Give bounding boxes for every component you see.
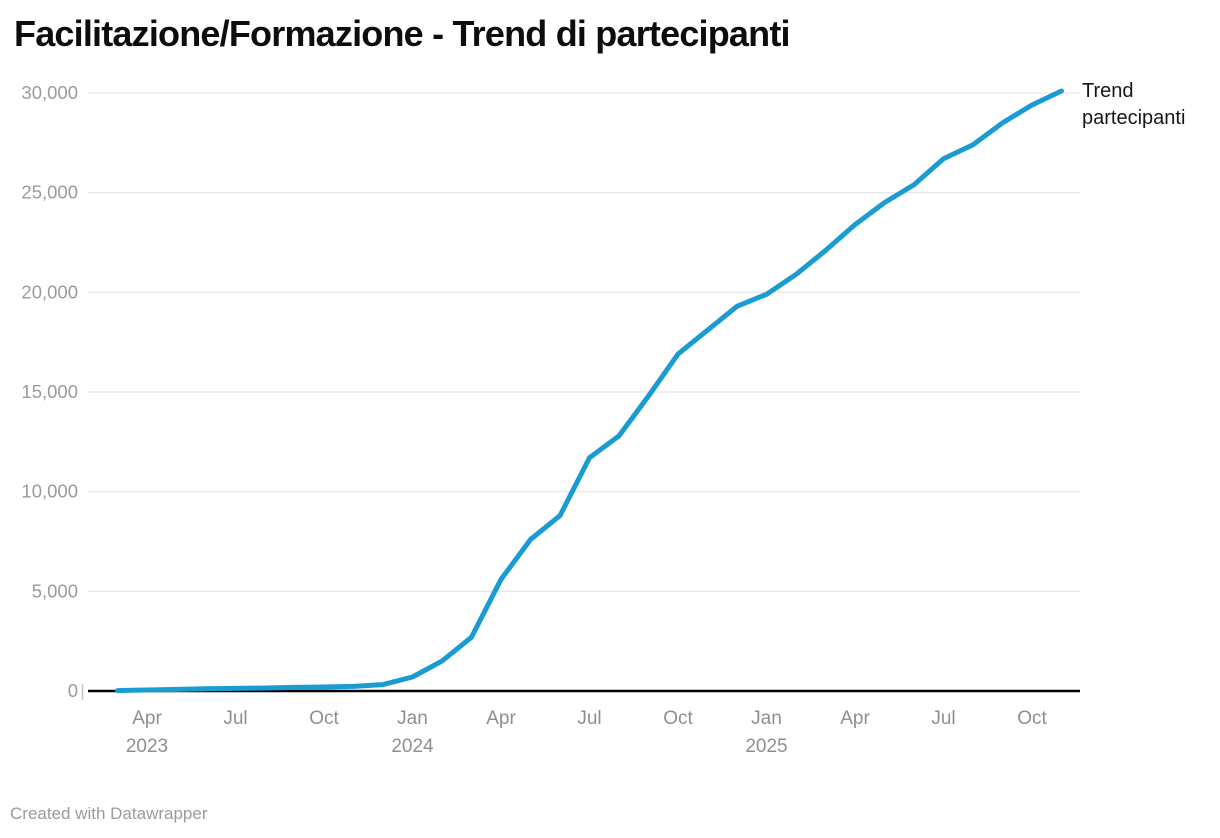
x-tick-label-month: Jul — [931, 708, 955, 729]
y-tick-label: 15,000 — [21, 381, 78, 402]
x-tick-label-month: Apr — [840, 708, 870, 729]
x-tick-label-month: Apr — [132, 708, 162, 729]
x-tick-label-month: Oct — [663, 708, 693, 729]
y-tick-label: 10,000 — [21, 481, 78, 502]
x-tick-label-month: Oct — [309, 708, 339, 729]
x-tick-label-month: Jul — [223, 708, 247, 729]
x-tick-label-month: Jan — [751, 708, 782, 729]
series-legend-line1: Trend — [1082, 80, 1134, 102]
x-tick-label-year: 2025 — [745, 736, 787, 757]
y-tick-label: 0 — [68, 680, 78, 701]
y-tick-label: 25,000 — [21, 182, 78, 203]
x-tick-label-year: 2023 — [126, 736, 168, 757]
y-tick-label: 30,000 — [21, 82, 78, 103]
footer-credit: Created with Datawrapper — [10, 804, 208, 823]
x-tick-label-year: 2024 — [391, 736, 434, 757]
y-tick-label: 20,000 — [21, 281, 78, 302]
x-tick-label-month: Oct — [1017, 708, 1047, 729]
x-tick-label-month: Jul — [577, 708, 601, 729]
series-legend-label: Trend partecipanti — [1082, 78, 1214, 132]
series-line-trend-partecipanti — [115, 88, 1064, 694]
x-tick-label-month: Apr — [486, 708, 516, 729]
series-legend-line2: partecipanti — [1082, 107, 1186, 129]
x-tick-label-month: Jan — [397, 708, 428, 729]
chart-title: Facilitazione/Formazione - Trend di part… — [14, 13, 791, 54]
y-tick-label: 5,000 — [32, 580, 78, 601]
